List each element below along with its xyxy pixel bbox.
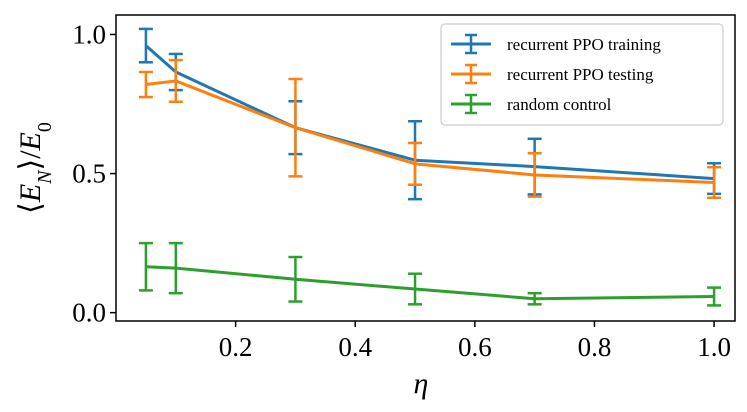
error-bar bbox=[288, 255, 303, 303]
error-bar bbox=[408, 272, 423, 306]
plot-frame bbox=[115, 14, 736, 322]
legend-label: recurrent PPO testing bbox=[507, 65, 654, 84]
series-line bbox=[144, 44, 715, 181]
legend: recurrent PPO training recurrent PPO test… bbox=[440, 23, 724, 126]
legend-box bbox=[440, 23, 724, 126]
axis-ticks: 0.2 0.4 0.6 0.8 1.0 0.0 0.5 1.0 bbox=[72, 19, 731, 362]
error-bar bbox=[138, 27, 153, 64]
error-bar bbox=[408, 141, 423, 186]
x-tick-label: 0.6 bbox=[458, 332, 492, 362]
y-tick-label: 0.0 bbox=[72, 298, 106, 328]
legend-item-0: recurrent PPO training bbox=[451, 33, 661, 55]
series-2 bbox=[138, 241, 722, 307]
series-1 bbox=[138, 58, 722, 200]
error-bar bbox=[527, 291, 542, 306]
series-line bbox=[145, 265, 715, 301]
x-tick-label: 0.4 bbox=[338, 332, 372, 362]
plot-area bbox=[138, 27, 722, 307]
error-bar bbox=[707, 286, 722, 307]
series-line bbox=[145, 79, 715, 184]
error-bar bbox=[168, 241, 183, 295]
y-tick-label: 0.5 bbox=[72, 159, 106, 189]
error-bar bbox=[138, 241, 153, 292]
legend-label: recurrent PPO training bbox=[507, 35, 661, 54]
y-axis-label: ⟨EN⟩/E0 bbox=[14, 122, 56, 214]
error-bar bbox=[138, 70, 153, 99]
error-bar bbox=[527, 152, 542, 198]
x-tick-label: 0.8 bbox=[578, 332, 612, 362]
legend-item-2: random control bbox=[451, 93, 612, 115]
error-bar bbox=[288, 77, 303, 178]
y-tick-label: 1.0 bbox=[72, 19, 106, 49]
legend-label: random control bbox=[507, 95, 612, 114]
x-tick-label: 1.0 bbox=[697, 332, 731, 362]
x-axis-label: η bbox=[414, 367, 429, 400]
legend-item-1: recurrent PPO testing bbox=[451, 63, 654, 85]
error-bar bbox=[707, 165, 722, 200]
error-bar bbox=[168, 58, 183, 104]
x-tick-label: 0.2 bbox=[219, 332, 253, 362]
